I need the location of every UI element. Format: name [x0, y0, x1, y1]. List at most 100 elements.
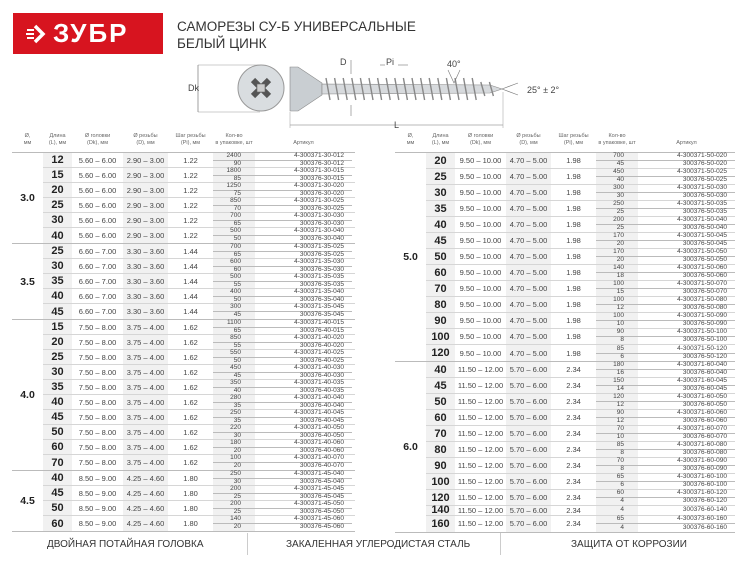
pack-quantity: 400 [230, 288, 241, 295]
screw-head-top-view [197, 64, 285, 113]
article-number: 4-300371-40-035 [294, 379, 344, 386]
thread-diameter-cell: 4.25 – 4.60 [126, 519, 165, 528]
length-cell: 80 [434, 298, 447, 311]
divider [500, 533, 501, 555]
thread-diameter-cell: 3.75 – 4.00 [126, 337, 165, 347]
pack-option: 450 4-300371-40-030 [213, 364, 352, 372]
pack-option: 25 300376-50-035 [596, 208, 735, 216]
thread-pitch-cell: 1.80 [183, 473, 198, 483]
length-cell: 40 [51, 229, 64, 242]
thread-ridge [437, 77, 443, 101]
article-number: 300376-35-035 [299, 280, 344, 288]
pack-list: 170 4-300371-50-045 20 300376-50-045 [596, 233, 735, 248]
article-number: 300376-30-030 [299, 219, 344, 227]
article-number: 300376-30-012 [299, 159, 344, 167]
thread-diameter-cell: 4.25 – 4.60 [126, 488, 165, 498]
pack-list: 250 4-300371-40-045 35 300376-40-045 [213, 409, 352, 424]
arrow-right-icon [26, 24, 46, 43]
thread-ridge [333, 77, 340, 101]
thread-diameter-cell: 2.90 – 3.00 [126, 200, 165, 210]
table-row: 60 7.50 – 8.00 3.75 – 4.00 1.62 180 4-300371-… [43, 439, 355, 455]
pack-option: 16 300376-60-040 [596, 369, 735, 377]
thread-pitch-cell: 2.34 [566, 397, 581, 406]
pack-option: 50 300376-30-040 [213, 235, 352, 243]
thread-ridge [480, 81, 486, 97]
article-number: 300376-60-120 [682, 497, 727, 505]
pack-quantity: 25 [233, 507, 241, 515]
pack-option: 100 4-300371-40-070 [213, 455, 352, 462]
table-body: 3.0 12 5.60 – 6.00 2.90 – 3.00 1.22 2400 4-300… [12, 152, 355, 532]
pack-quantity: 10 [616, 320, 624, 328]
head-diameter-cell: 6.60 – 7.00 [78, 246, 117, 256]
article-number: 300376-40-020 [299, 341, 344, 349]
table-row: 120 11.50 – 12.00 5.70 – 6.00 2.34 60 4-30037… [426, 490, 735, 506]
thread-ridge [454, 77, 460, 101]
thread-diameter-cell: 4.70 – 5.00 [509, 300, 548, 309]
pack-quantity: 55 [233, 341, 241, 349]
table-row: 70 7.50 – 8.00 3.75 – 4.00 1.62 100 4-300371-… [43, 455, 355, 470]
length-cell: 40 [51, 472, 64, 484]
table-row: 45 7.50 – 8.00 3.75 – 4.00 1.62 250 4-300371-… [43, 409, 355, 425]
column-header: Кол-во в упаковке, шт [598, 133, 636, 146]
article-number: 4-300371-30-020 [294, 182, 344, 189]
table-row: 45 8.50 – 9.00 4.25 – 4.60 1.80 200 4-300371-… [43, 485, 355, 501]
pack-list: 70 4-300371-60-070 10 300376-60-070 [596, 426, 735, 441]
pack-quantity: 8 [620, 449, 624, 457]
head-diameter-cell: 11.50 – 12.00 [457, 477, 504, 486]
feature-corrosion-protection: ЗАЩИТА ОТ КОРРОЗИИ [571, 539, 687, 550]
thread-diameter-cell: 4.70 – 5.00 [509, 252, 548, 261]
pack-option: 140 4-300371-45-060 [213, 516, 352, 523]
pack-quantity: 180 [613, 361, 624, 369]
article-number: 300376-60-100 [682, 481, 727, 489]
pack-quantity: 450 [230, 364, 241, 371]
article-number: 300376-45-050 [299, 507, 344, 515]
diameter-group: 3.0 12 5.60 – 6.00 2.90 – 3.00 1.22 2400 4-300… [12, 152, 355, 244]
thread-pitch-cell: 1.22 [183, 155, 198, 165]
pack-list: 90 4-300371-60-060 12 300376-60-060 [596, 410, 735, 425]
head-diameter-cell: 5.60 – 6.00 [78, 215, 117, 225]
feature-countersunk-head: ДВОЙНАЯ ПОТАЙНАЯ ГОЛОВКА [47, 539, 204, 550]
pack-list: 150 4-300371-60-045 14 300376-60-045 [596, 378, 735, 393]
table-row: 45 6.60 – 7.00 3.30 – 3.60 1.44 300 4-300371-… [43, 304, 355, 319]
pack-list: 180 4-300371-60-040 16 300376-60-040 [596, 362, 735, 377]
article-number: 4-300371-40-060 [294, 439, 344, 446]
pack-quantity: 40 [616, 176, 624, 184]
thread-pitch-cell: 2.34 [566, 429, 581, 438]
thread-pitch-cell: 1.80 [183, 488, 198, 498]
pack-quantity: 40 [233, 386, 241, 394]
article-number: 300376-40-050 [299, 431, 344, 439]
pack-option: 55 300376-40-020 [213, 341, 352, 350]
pack-list: 400 4-300371-35-040 50 300376-35-040 [213, 288, 352, 304]
pack-option: 700 4-300371-35-025 [213, 243, 352, 251]
article-number: 300376-35-025 [299, 250, 344, 258]
length-cell: 35 [51, 275, 64, 287]
thread-ridge [351, 77, 357, 101]
pack-option: 75 300376-30-020 [213, 189, 352, 198]
article-number: 300376-50-080 [682, 304, 727, 312]
thread-diameter-cell: 3.75 – 4.00 [126, 458, 165, 467]
table-row: 30 5.60 – 6.00 2.90 – 3.00 1.22 700 4-300371-… [43, 212, 355, 228]
pack-option: 50 300376-35-040 [213, 295, 352, 304]
table-row: 50 11.50 – 12.00 5.70 – 6.00 2.34 120 4-30037… [426, 394, 735, 410]
head-diameter-cell: 7.50 – 8.00 [78, 412, 117, 422]
column-header: Ø головки (Dk), мм [467, 133, 494, 146]
article-number: 4-300371-60-080 [677, 441, 727, 449]
head-diameter-cell: 6.60 – 7.00 [78, 276, 117, 286]
head-diameter-cell: 7.50 – 8.00 [78, 382, 117, 392]
article-number: 4-300371-35-045 [294, 303, 344, 311]
pack-option: 30 300376-50-030 [596, 192, 735, 200]
length-cell: 45 [434, 379, 447, 392]
thread-pitch-cell: 2.34 [566, 365, 581, 374]
pack-option: 90 4-300371-50-100 [596, 329, 735, 336]
diameter-group: 3.5 25 6.60 – 7.00 3.30 – 3.60 1.44 700 4-3003… [12, 243, 355, 320]
thread-pitch-cell: 1.62 [183, 367, 198, 377]
pack-option: 60 300376-35-030 [213, 265, 352, 274]
pack-quantity: 8 [620, 465, 624, 473]
thread-diameter-cell: 5.70 – 6.00 [509, 493, 548, 502]
length-cell: 50 [51, 426, 64, 438]
head-diameter-cell: 11.50 – 12.00 [457, 505, 504, 515]
pack-list: 700 4-300371-30-030 65 300376-30-030 [213, 212, 352, 227]
head-diameter-cell: 6.60 – 7.00 [78, 261, 117, 271]
pack-quantity: 280 [230, 394, 241, 401]
thread-pitch-cell: 2.34 [566, 519, 581, 529]
